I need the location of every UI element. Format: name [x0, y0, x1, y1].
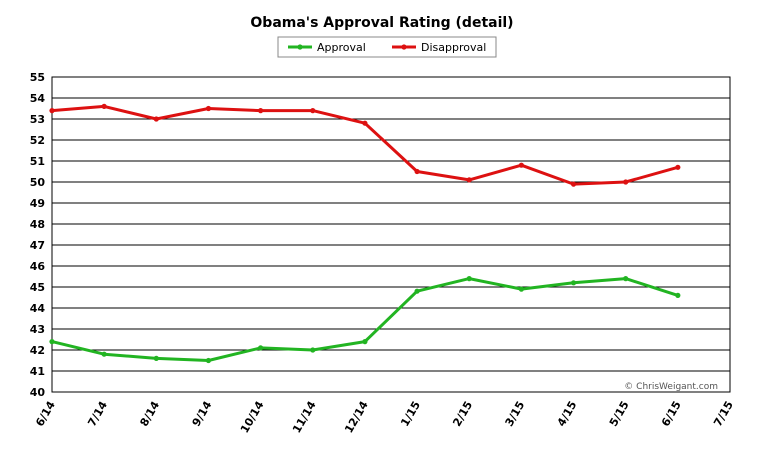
x-tick-label-3-15: 3/15	[503, 399, 528, 429]
x-tick-label-9-14: 9/14	[190, 399, 215, 429]
x-tick-label-1-15: 1/15	[398, 399, 423, 429]
disapproval-point-11-14	[310, 108, 316, 114]
x-tick-label-7-15: 7/15	[711, 399, 736, 429]
approval-point-5-15	[623, 276, 629, 282]
legend-disapproval-label: Disapproval	[421, 41, 486, 54]
approval-point-8-14	[153, 355, 159, 361]
disapproval-point-6-14	[49, 108, 55, 114]
approval-line	[51, 277, 679, 362]
x-axis: 6/14 7/14 8/14 9/14 10/14 11/14 12/14 1/15 2/15 3…	[33, 399, 736, 436]
approval-point-1-15	[414, 288, 420, 294]
legend: Approval Disapproval	[277, 36, 497, 58]
y-tick-label-54: 54	[30, 92, 46, 105]
x-tick-label-2-15: 2/15	[450, 399, 475, 429]
approval-point-7-14	[101, 351, 107, 357]
legend-approval-marker	[297, 44, 303, 50]
x-tick-label-7-14: 7/14	[85, 399, 110, 429]
plot-frame	[51, 76, 731, 393]
legend-approval-label: Approval	[317, 41, 366, 54]
approval-point-3-15	[518, 286, 524, 292]
approval-point-2-15	[466, 276, 472, 282]
series-group	[49, 103, 681, 364]
disapproval-point-2-15	[466, 177, 472, 183]
x-tick-label-6-15: 6/15	[659, 399, 684, 429]
disapproval-point-8-14	[153, 116, 159, 122]
approval-point-6-14	[49, 339, 55, 345]
x-tick-label-11-14: 11/14	[290, 399, 319, 436]
y-tick-label-46: 46	[30, 260, 46, 273]
y-tick-label-42: 42	[30, 344, 45, 357]
y-tick-label-50: 50	[30, 176, 46, 189]
y-axis: 40 41 42 43 44 45 46 47 48 49 50 51 52 53 54 55	[30, 71, 46, 399]
grid	[51, 76, 731, 393]
y-tick-label-49: 49	[30, 197, 45, 210]
disapproval-point-10-14	[258, 108, 264, 114]
disapproval-line	[51, 104, 679, 186]
disapproval-point-4-15	[570, 181, 577, 187]
y-tick-label-48: 48	[30, 218, 45, 231]
approval-point-9-14	[205, 357, 212, 364]
disapproval-point-12-14	[362, 120, 368, 126]
approval-point-12-14	[362, 339, 368, 345]
legend-box	[277, 36, 497, 58]
y-tick-label-44: 44	[30, 302, 46, 315]
disapproval-point-7-14	[101, 103, 107, 109]
x-tick-label-5-15: 5/15	[607, 399, 632, 429]
y-tick-label-40: 40	[30, 386, 46, 399]
y-tick-label-52: 52	[30, 134, 45, 147]
x-tick-label-8-14: 8/14	[137, 399, 162, 429]
x-tick-label-4-15: 4/15	[555, 399, 580, 429]
approval-point-11-14	[310, 347, 316, 353]
disapproval-point-6-15	[675, 164, 681, 170]
disapproval-point-9-14	[205, 105, 212, 112]
credit-text: © ChrisWeigant.com	[624, 382, 718, 392]
approval-point-10-14	[258, 345, 264, 351]
y-tick-label-43: 43	[30, 323, 45, 336]
x-tick-label-6-14: 6/14	[33, 399, 58, 429]
approval-point-6-15	[675, 292, 681, 298]
x-tick-label-12-14: 12/14	[342, 399, 371, 436]
y-tick-label-53: 53	[30, 113, 45, 126]
y-tick-label-55: 55	[30, 71, 45, 84]
x-tick-label-10-14: 10/14	[238, 399, 267, 436]
chart-title: Obama's Approval Rating (detail)	[250, 15, 513, 31]
legend-disapproval-marker	[401, 44, 407, 50]
disapproval-point-3-15	[518, 162, 524, 168]
disapproval-point-5-15	[623, 179, 629, 185]
y-tick-label-47: 47	[30, 239, 45, 252]
y-tick-label-45: 45	[30, 281, 45, 294]
disapproval-point-1-15	[414, 168, 420, 175]
y-tick-label-51: 51	[30, 155, 45, 168]
approval-point-4-15	[570, 280, 577, 286]
y-tick-label-41: 41	[30, 365, 45, 378]
